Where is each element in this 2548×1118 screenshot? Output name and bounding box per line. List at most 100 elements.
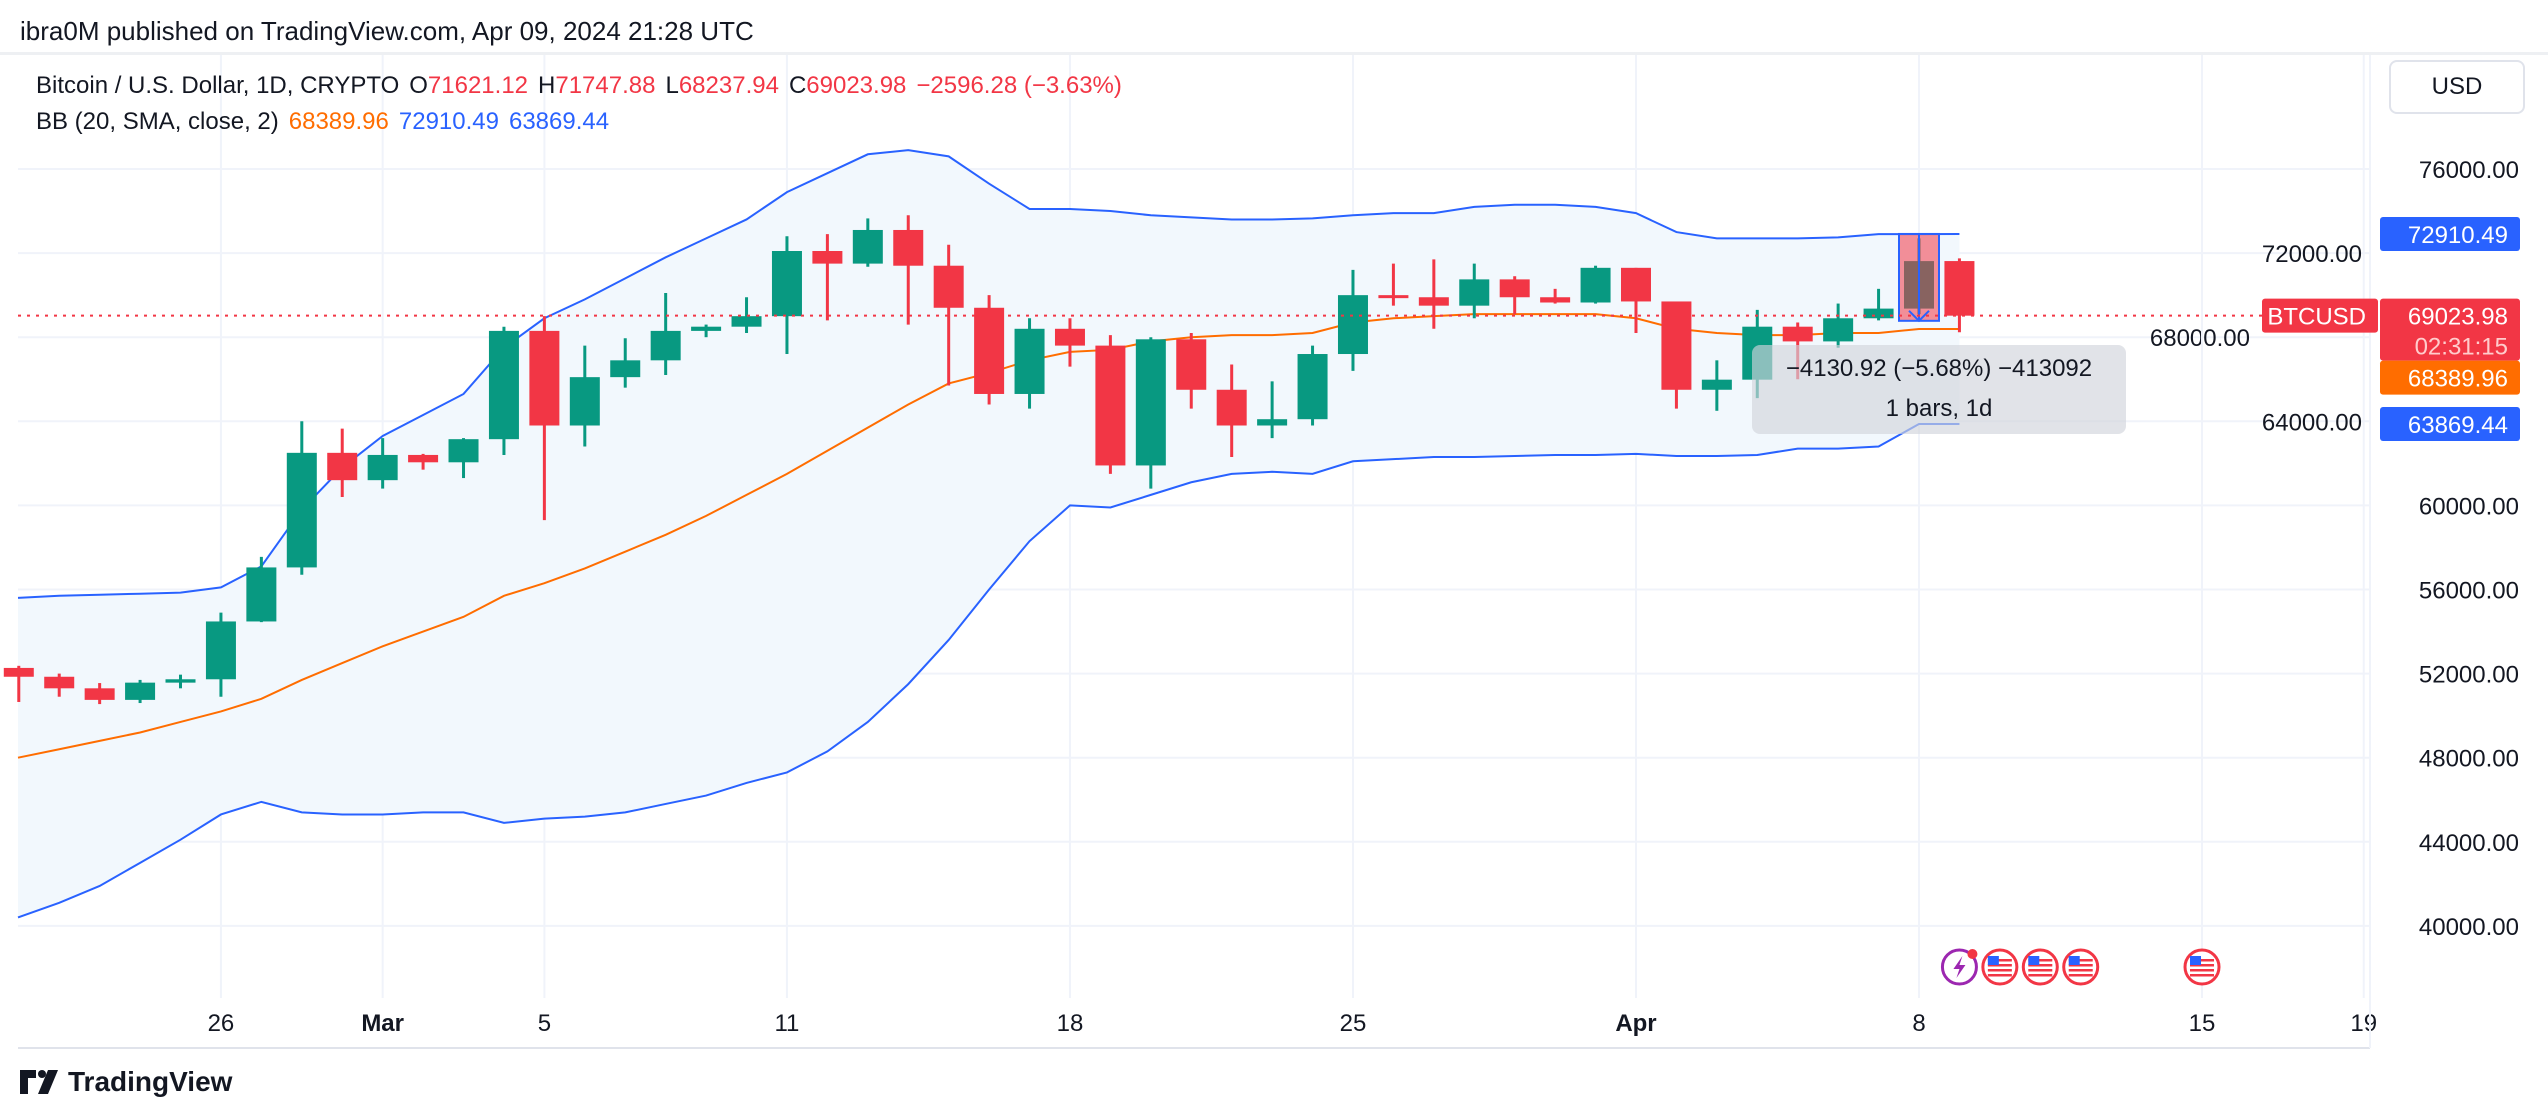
candle [650,293,681,376]
flag-canton [2068,956,2080,965]
candle-body [1095,345,1126,466]
high-label: H [538,72,556,99]
bb-legend: BB (20, SMA, close, 2) 68389.96 72910.49 63… [36,104,1132,140]
candle-body [1580,267,1611,303]
last-price-tag: 69023.98 02:31:15 [2380,298,2520,361]
candle [812,234,843,321]
bb-mid-tag: 68389.96 [2380,360,2520,395]
bb-mid-tag-text: 68389.96 [2408,366,2508,393]
x-tick-label: 19 [2350,1010,2377,1037]
bb-lower-tag-text: 63869.44 [2408,412,2508,439]
flag-stripe [2068,974,2093,977]
measure-change: −4130.92 (−5.68%) −413092 [1785,355,2093,382]
bb-mid-value: 68389.96 [288,108,389,135]
candle-body [1135,339,1166,466]
last-price-tag-bg [2380,298,2520,361]
candle-body [974,307,1005,394]
flag-stripe [2190,974,2215,977]
bb-title[interactable]: BB (20, SMA, close, 2) [36,108,279,135]
candle-body [691,326,722,331]
flag-stripe [2190,969,2215,972]
candle [84,683,115,705]
candle [1176,332,1207,409]
candle [488,326,519,455]
candle [1418,259,1449,329]
candle-body [205,621,236,680]
candle [125,679,156,704]
us-flag-icon[interactable] [2062,948,2100,986]
measure-arrowhead-icon [1908,310,1930,323]
candle [205,612,236,697]
symbol-tag-bg [2262,298,2378,333]
bb-lower-line [17,423,1960,919]
candle [1620,267,1651,333]
candle-body [327,452,358,481]
candle [246,556,277,623]
candle-body [529,330,560,426]
bb-lower-tag: 63869.44 [2380,407,2520,442]
candle-body [893,229,924,266]
x-tick-label: Mar [361,1010,404,1037]
candle-body [1620,267,1651,302]
candle [852,218,883,267]
tradingview-logo-icon [20,1070,58,1094]
flag-stripe [1987,974,2012,977]
candle-body [1216,389,1247,426]
flag-stripe [2068,964,2093,967]
tradingview-logo[interactable]: TradingView [20,1066,232,1098]
candle [1095,335,1126,474]
candle [1944,258,1975,333]
low-value: 68237.94 [678,72,779,99]
candle-body [1297,354,1328,420]
candle-body [1459,279,1490,306]
flag-circle [2021,948,2059,986]
flag-stripe [1987,969,2012,972]
candle [165,674,196,689]
candle-body [488,330,519,440]
close-label: C [788,72,807,99]
candle-body [1701,379,1732,390]
candle-body [933,265,964,308]
candle [1257,381,1288,439]
symbol-title[interactable]: Bitcoin / U.S. Dollar, 1D, CRYPTO [36,72,400,99]
flag-circle [2183,948,2221,986]
measure-tooltip: −4130.92 (−5.68%) −413092 1 bars, 1d [1752,345,2126,434]
chart-legend: Bitcoin / U.S. Dollar, 1D, CRYPTO O71621.… [36,68,1132,140]
x-tick-label: 11 [774,1010,799,1037]
us-flag-icon[interactable] [2021,948,2059,986]
candle-body [1014,328,1045,394]
candle [408,453,439,470]
candle [1135,337,1166,489]
us-flag-icon[interactable] [2183,948,2221,986]
candle [893,215,924,325]
currency-button[interactable]: USD [2389,60,2525,114]
flag-stripe [2028,969,2053,972]
lightning-icon[interactable] [1940,948,1978,986]
flag-stripe [2068,969,2093,972]
y-tick-label: 44000.00 [2419,830,2519,857]
candle-body [1418,297,1449,306]
candle [1459,263,1490,319]
candle-body [165,679,196,683]
candle [731,297,762,333]
candle-body [44,676,75,689]
divider [0,52,2548,55]
candle-body [1944,261,1975,316]
last-price-tag-text: 02:31:15 [2415,334,2508,361]
candle [367,438,398,489]
candle [1216,364,1247,458]
candle [1863,288,1894,321]
candle [569,345,600,447]
y-tick-label: 60000.00 [2419,493,2519,520]
candle [1054,318,1085,367]
flag-canton [2190,956,2202,965]
open-label: O [409,72,428,99]
x-tick-label: 15 [2189,1010,2216,1037]
us-flag-icon[interactable] [1981,948,2019,986]
flag-stripe [2068,959,2093,962]
change-value: −2596.28 (−3.63%) [916,72,1122,99]
candle-body [1054,328,1085,346]
candle [771,236,802,355]
candle [933,244,964,386]
